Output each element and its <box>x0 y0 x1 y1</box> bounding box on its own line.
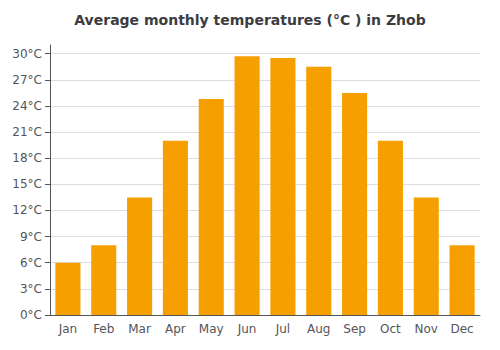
svg-text:Dec: Dec <box>450 322 473 336</box>
svg-text:Apr: Apr <box>165 322 186 336</box>
svg-text:6°C: 6°C <box>20 256 42 270</box>
svg-text:0°C: 0°C <box>20 308 42 322</box>
svg-text:30°C: 30°C <box>12 47 42 61</box>
svg-text:Feb: Feb <box>93 322 114 336</box>
svg-text:Sep: Sep <box>343 322 366 336</box>
svg-text:18°C: 18°C <box>12 151 42 165</box>
svg-text:27°C: 27°C <box>12 73 42 87</box>
svg-text:12°C: 12°C <box>12 203 42 217</box>
svg-text:24°C: 24°C <box>12 99 42 113</box>
svg-text:9°C: 9°C <box>20 230 42 244</box>
svg-text:Jul: Jul <box>275 322 290 336</box>
svg-text:May: May <box>199 322 224 336</box>
svg-text:Jan: Jan <box>58 322 78 336</box>
svg-text:Oct: Oct <box>380 322 401 336</box>
svg-text:Aug: Aug <box>307 322 330 336</box>
svg-text:Nov: Nov <box>415 322 438 336</box>
svg-text:Mar: Mar <box>128 322 151 336</box>
svg-text:15°C: 15°C <box>12 177 42 191</box>
svg-text:Average monthly temperatures (: Average monthly temperatures (°C ) in Zh… <box>74 12 425 28</box>
svg-text:3°C: 3°C <box>20 282 42 296</box>
svg-text:21°C: 21°C <box>12 125 42 139</box>
svg-text:Jun: Jun <box>237 322 257 336</box>
